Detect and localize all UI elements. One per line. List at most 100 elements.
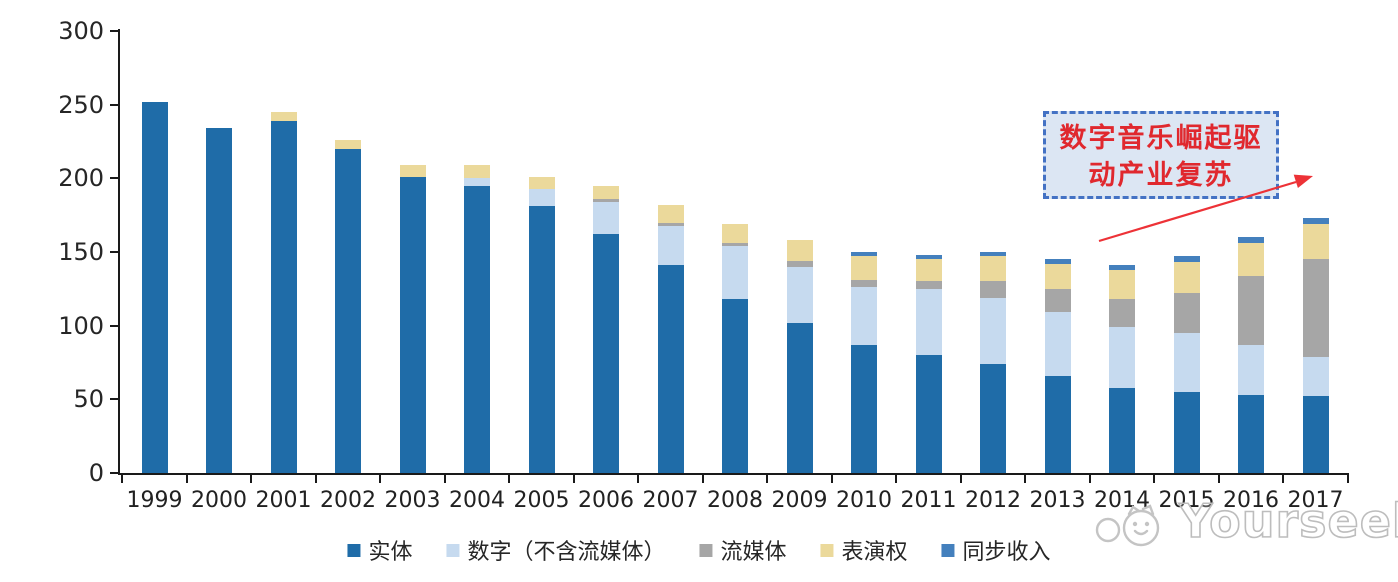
segment-同步收入 [980,252,1006,257]
legend-label: 实体 [368,540,413,565]
segment-数字（不含流媒体） [722,246,748,300]
x-tick-label-2010: 2010 [836,488,892,513]
x-tick-label-2006: 2006 [578,488,634,513]
x-tick-label-2001: 2001 [255,488,312,513]
y-tick-label: 100 [58,311,104,340]
x-tick-mark [766,475,769,483]
segment-实体 [464,185,490,473]
segment-数字（不含流媒体） [1044,312,1071,376]
segment-数字（不含流媒体） [1302,356,1329,397]
bar-2011 [915,254,942,473]
x-tick-label-2009: 2009 [771,488,828,513]
segment-表演权 [593,185,619,199]
segment-数字（不含流媒体） [657,225,684,266]
x-tick-label-2004: 2004 [449,488,505,513]
segment-表演权 [851,256,877,281]
x-tick-label-2011: 2011 [900,488,957,513]
x-tick-mark [701,475,704,483]
segment-同步收入 [1109,265,1135,270]
segment-表演权 [1044,263,1071,289]
x-tick-mark [1282,475,1285,483]
legend-marker [699,543,713,557]
legend-item-同步收入: 同步收入 [941,534,1051,566]
bar-2001 [270,112,297,473]
y-tick-mark [110,103,119,106]
y-tick-label: 200 [58,164,104,193]
bar-2016 [1238,237,1264,473]
segment-数字（不含流媒体） [786,266,813,323]
segment-流媒体 [1173,293,1200,334]
x-tick-label-2003: 2003 [384,488,441,513]
segment-表演权 [722,224,748,244]
segment-数字（不含流媒体） [1173,333,1200,392]
watermark-text: Yourseeker [1178,494,1398,548]
bar-2005 [528,176,555,473]
x-tick-mark [1088,475,1091,483]
segment-流媒体 [1238,275,1264,345]
x-tick-mark [1346,475,1349,483]
segment-实体 [528,206,555,473]
segment-表演权 [528,176,555,189]
segment-实体 [270,120,297,473]
annotation-text-line2: 动产业复苏 [1088,160,1234,191]
x-tick-label-2002: 2002 [320,488,376,513]
x-tick-mark [1217,475,1220,483]
x-tick-mark [959,475,962,483]
x-tick-label-2008: 2008 [707,488,763,513]
segment-流媒体 [915,281,942,289]
segment-流媒体 [1109,299,1135,328]
bar-2017 [1302,218,1329,473]
x-tick-label-2015: 2015 [1158,488,1215,513]
y-tick-label: 300 [58,17,104,45]
segment-实体 [786,322,813,473]
x-tick-mark [1024,475,1027,483]
x-tick-label-2012: 2012 [965,488,1021,513]
x-tick-mark [1153,475,1156,483]
segment-流媒体 [722,243,748,247]
x-tick-mark [830,475,833,483]
y-tick-mark [110,177,119,180]
y-tick-mark [110,30,119,32]
segment-表演权 [1109,269,1135,300]
x-tick-mark [637,475,640,483]
bar-2007 [657,204,684,473]
segment-实体 [722,299,748,473]
bar-2003 [399,165,426,473]
y-tick-label: 0 [88,459,104,487]
segment-表演权 [464,165,490,179]
bar-2000 [206,128,232,473]
segment-流媒体 [1044,288,1071,313]
segment-数字（不含流媒体） [1109,327,1135,388]
y-axis [118,29,120,475]
bar-1999 [141,101,168,473]
x-tick-mark [314,475,317,483]
bar-2014 [1109,265,1135,473]
segment-流媒体 [657,222,684,226]
x-tick-mark [508,475,511,483]
segment-表演权 [786,240,813,261]
legend-marker [347,543,361,557]
segment-实体 [915,355,942,473]
segment-实体 [1173,391,1200,473]
segment-实体 [851,344,877,473]
segment-数字（不含流媒体） [980,297,1006,364]
x-tick-label-2016: 2016 [1223,488,1279,513]
bar-2010 [851,252,877,473]
bar-2012 [980,252,1006,473]
segment-数字（不含流媒体） [528,188,555,207]
x-tick-mark [443,475,446,483]
segment-流媒体 [593,198,619,202]
legend-item-实体: 实体 [347,534,412,566]
bar-2002 [335,140,361,473]
segment-表演权 [1302,224,1329,260]
bar-2015 [1173,256,1200,473]
segment-实体 [399,176,426,473]
segment-实体 [1109,387,1135,473]
legend-label: 流媒体 [720,540,787,565]
segment-表演权 [657,204,684,223]
y-tick-label: 50 [73,385,104,414]
segment-实体 [335,148,361,473]
y-tick-label: 250 [58,90,104,119]
bar-2008 [722,224,748,473]
